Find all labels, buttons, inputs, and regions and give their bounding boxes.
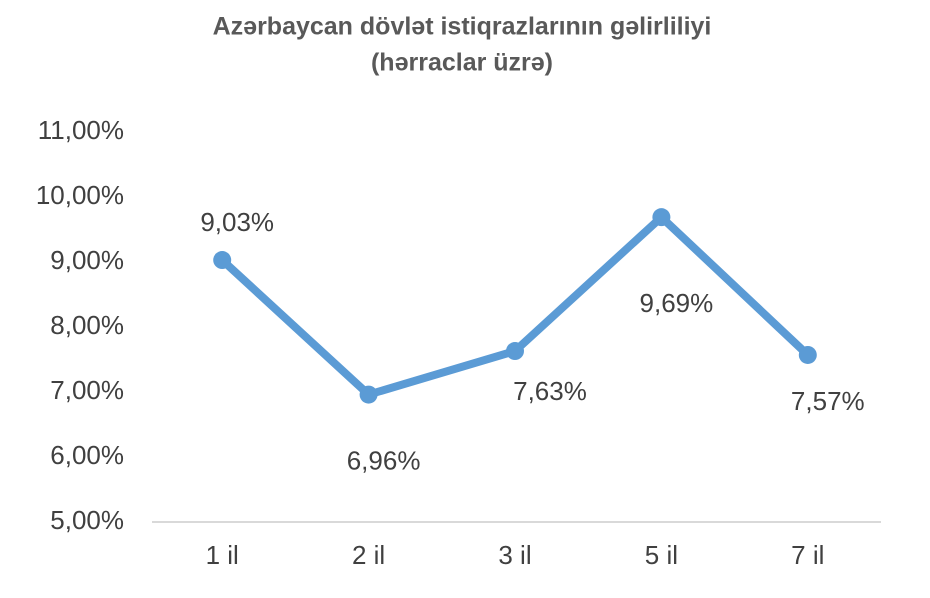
y-tick-label: 10,00% (36, 180, 124, 210)
y-tick-label: 5,00% (50, 505, 124, 535)
value-label: 6,96% (347, 445, 421, 475)
marker (359, 385, 378, 404)
marker (652, 208, 671, 227)
y-tick-label: 9,00% (50, 245, 124, 275)
y-tick-label: 8,00% (50, 310, 124, 340)
line (219, 213, 811, 399)
x-tick-label: 1 il (206, 540, 239, 570)
value-label: 9,69% (640, 288, 714, 318)
x-tick-label: 3 il (498, 540, 531, 570)
x-tick-label: 2 il (352, 540, 385, 570)
marker (213, 251, 232, 270)
chart-subtitle: (hərraclar üzrə) (371, 49, 553, 77)
y-tick-label: 6,00% (50, 440, 124, 470)
marker (798, 345, 817, 364)
chart-title: Azərbaycan dövlət istiqrazlarının gəlirl… (213, 13, 712, 41)
value-label: 7,57% (791, 386, 865, 416)
y-tick-label: 11,00% (38, 115, 124, 145)
value-label: 7,63% (513, 376, 587, 406)
x-tick-label: 7 il (791, 540, 824, 570)
y-tick-label: 7,00% (50, 375, 124, 405)
x-tick-label: 5 il (645, 540, 678, 570)
marker (506, 342, 524, 361)
value-label: 9,03% (200, 207, 274, 237)
